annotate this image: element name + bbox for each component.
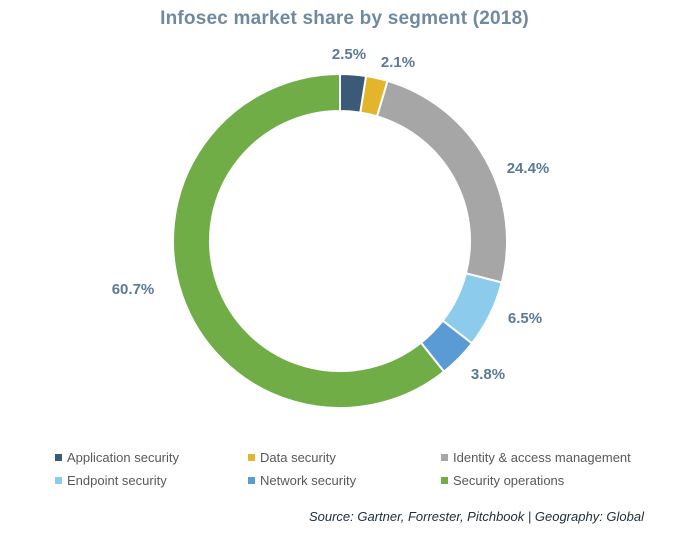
donut-slice-security-operations xyxy=(172,72,446,409)
data-label-identity-access-management: 24.4% xyxy=(507,160,550,177)
data-label-network-security: 3.8% xyxy=(471,366,505,383)
donut-slices xyxy=(172,72,508,409)
donut-slice-identity-access-management xyxy=(375,79,508,284)
chart-title: Infosec market share by segment (2018) xyxy=(160,8,529,29)
data-label-security-operations: 60.7% xyxy=(112,281,155,298)
data-label-application-security: 2.5% xyxy=(332,46,366,63)
source-note: Source: Gartner, Forrester, Pitchbook | … xyxy=(308,509,644,524)
data-label-data-security: 2.1% xyxy=(381,54,415,71)
data-label-endpoint-security: 6.5% xyxy=(508,310,542,327)
donut-data-labels: 2.5% 2.1% 24.4% 6.5% 3.8% 60.7% xyxy=(112,46,550,383)
